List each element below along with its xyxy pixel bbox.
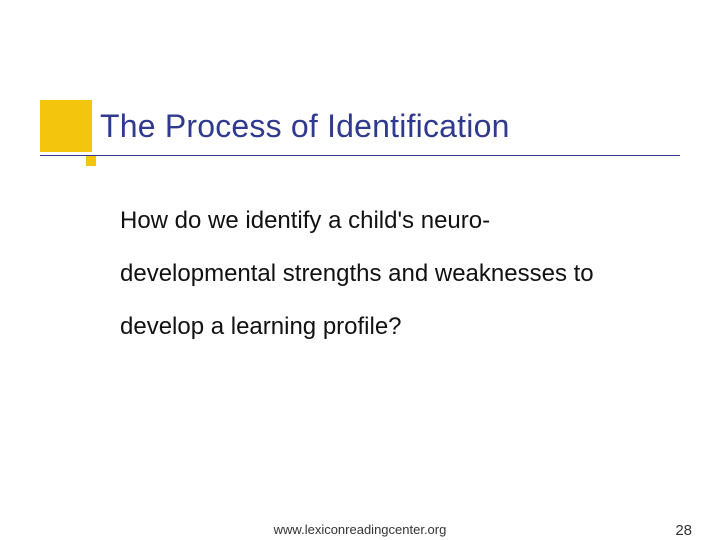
accent-square-icon (40, 100, 92, 152)
slide: The Process of Identification How do we … (0, 0, 720, 540)
title-container: The Process of Identification (100, 108, 660, 145)
title-underline (40, 155, 680, 156)
body-text: How do we identify a child's neuro-devel… (120, 195, 640, 353)
accent-dot-icon (86, 156, 96, 166)
body-container: How do we identify a child's neuro-devel… (120, 195, 640, 353)
footer-url: www.lexiconreadingcenter.org (0, 522, 720, 537)
page-title: The Process of Identification (100, 108, 660, 145)
page-number: 28 (675, 522, 692, 539)
